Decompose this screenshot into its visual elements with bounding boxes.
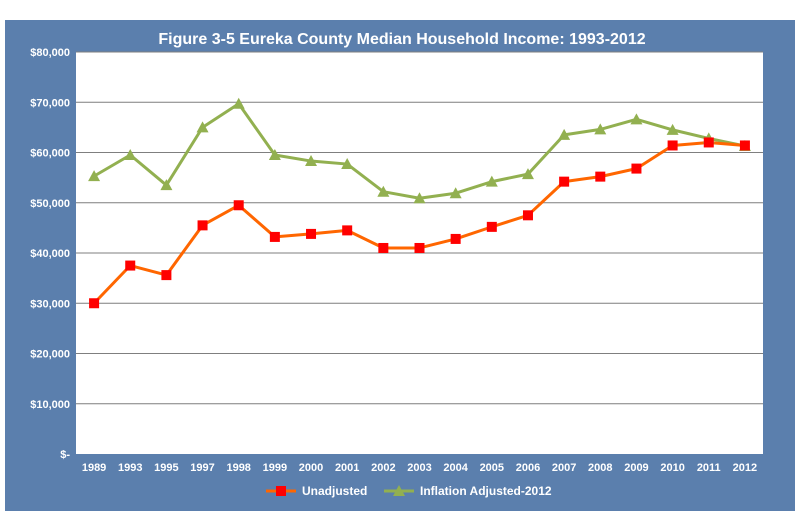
data-point-unadjusted [342, 225, 353, 236]
data-point-unadjusted [161, 270, 172, 281]
data-point-inflation-adjusted [521, 168, 534, 180]
y-axis-tick-labels: $- $10,000 $20,000 $30,000 $40,000 $50,000 $60… [30, 47, 70, 461]
data-point-unadjusted [559, 176, 570, 187]
legend-item-inflation-adjusted: Inflation Adjusted-2012 [384, 484, 552, 498]
x-tick-label: 1999 [263, 462, 287, 474]
data-point-unadjusted [667, 140, 678, 151]
data-point-unadjusted [269, 231, 280, 242]
data-point-unadjusted [414, 242, 425, 253]
data-point-unadjusted [125, 260, 136, 271]
chart-title: Figure 3-5 Eureka County Median Househol… [158, 31, 645, 48]
data-point-inflation-adjusted [666, 123, 679, 135]
data-point-inflation-adjusted [594, 123, 607, 135]
x-tick-label: 2000 [299, 462, 323, 474]
x-tick-label: 2007 [552, 462, 576, 474]
y-tick-label: $50,000 [30, 198, 70, 210]
x-tick-label: 2004 [443, 462, 468, 474]
x-tick-label: 1989 [82, 462, 106, 474]
x-tick-label: 1997 [190, 462, 214, 474]
data-point-unadjusted [306, 228, 317, 239]
data-point-inflation-adjusted [305, 155, 318, 167]
y-tick-label: $30,000 [30, 298, 70, 310]
data-point-unadjusted [197, 220, 208, 231]
data-point-unadjusted [378, 242, 389, 253]
data-point-inflation-adjusted [232, 97, 245, 109]
data-point-inflation-adjusted [377, 185, 390, 197]
data-point-inflation-adjusted [341, 158, 354, 170]
x-tick-label: 2012 [733, 462, 757, 474]
data-point-inflation-adjusted [630, 113, 643, 125]
y-tick-label: $70,000 [30, 97, 70, 109]
y-tick-label: $80,000 [30, 47, 70, 59]
data-point-inflation-adjusted [124, 149, 137, 161]
legend-marker-inflation-adjusted [393, 485, 405, 496]
data-point-inflation-adjusted [558, 128, 571, 140]
data-point-inflation-adjusted [485, 175, 498, 187]
data-point-inflation-adjusted [196, 121, 209, 133]
x-tick-label: 1993 [118, 462, 142, 474]
legend: Unadjusted Inflation Adjusted-2012 [266, 484, 552, 498]
x-tick-label: 1995 [154, 462, 178, 474]
y-tick-label: $- [60, 449, 70, 461]
y-tick-label: $60,000 [30, 148, 70, 160]
x-tick-label: 2005 [480, 462, 504, 474]
x-tick-label: 2003 [407, 462, 431, 474]
x-tick-label: 1998 [226, 462, 250, 474]
x-tick-label: 2002 [371, 462, 395, 474]
legend-label-unadjusted: Unadjusted [302, 484, 367, 498]
data-point-unadjusted [703, 137, 714, 148]
legend-item-unadjusted: Unadjusted [266, 484, 367, 498]
x-axis-tick-labels: 1989 1993 1995 1997 1998 1999 2000 2001 2002 2003… [82, 462, 757, 474]
x-tick-label: 2010 [660, 462, 684, 474]
data-point-inflation-adjusted [449, 187, 462, 199]
data-point-unadjusted [233, 200, 244, 211]
x-tick-label: 2008 [588, 462, 612, 474]
data-point-unadjusted [450, 233, 461, 244]
legend-marker-unadjusted [276, 486, 286, 496]
y-tick-label: $20,000 [30, 349, 70, 361]
data-point-inflation-adjusted [160, 179, 173, 191]
x-tick-label: 2009 [624, 462, 648, 474]
data-point-unadjusted [739, 140, 750, 151]
data-point-inflation-adjusted [88, 170, 101, 182]
y-tick-label: $40,000 [30, 248, 70, 260]
x-tick-label: 2011 [697, 462, 721, 474]
series-layer [88, 97, 751, 309]
data-point-unadjusted [89, 298, 100, 309]
legend-label-inflation-adjusted: Inflation Adjusted-2012 [420, 484, 552, 498]
y-tick-label: $10,000 [30, 399, 70, 411]
data-point-inflation-adjusted [413, 192, 426, 204]
data-point-inflation-adjusted [268, 149, 281, 161]
data-point-unadjusted [595, 171, 606, 182]
data-point-unadjusted [631, 163, 642, 174]
x-tick-label: 2006 [516, 462, 540, 474]
data-point-unadjusted [486, 221, 497, 232]
x-tick-label: 2001 [335, 462, 359, 474]
data-point-unadjusted [522, 210, 533, 221]
